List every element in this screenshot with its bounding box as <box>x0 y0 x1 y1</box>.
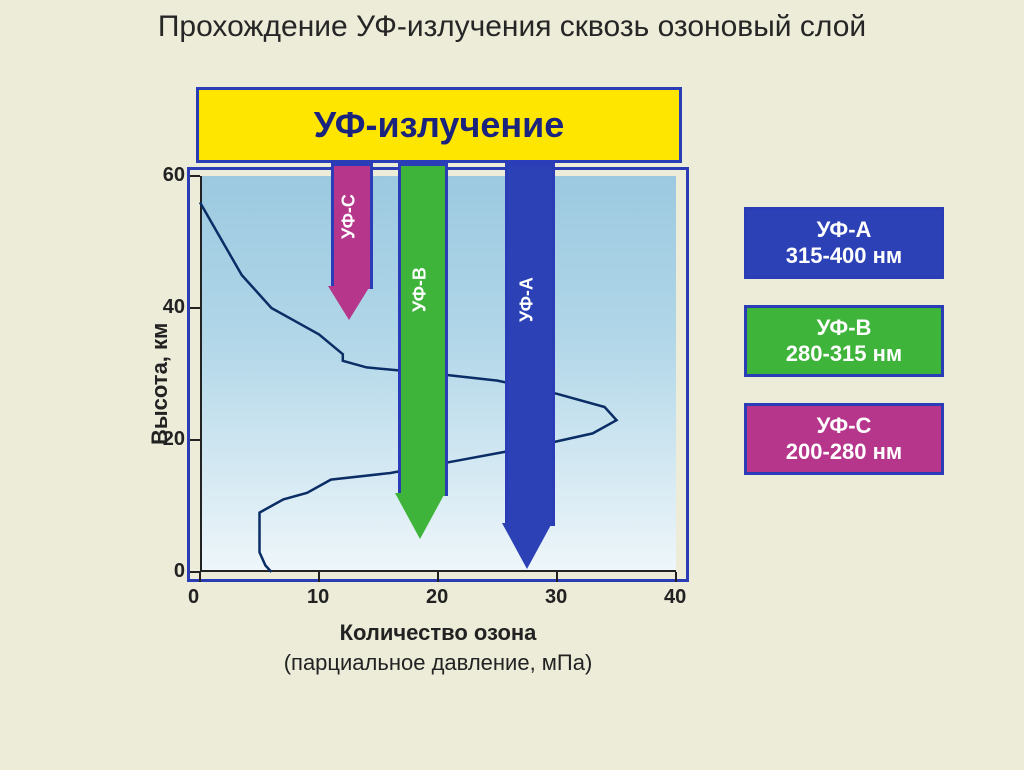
uv-arrow-b: УФ-В <box>398 163 442 539</box>
y-axis-label: Высота, км <box>147 305 173 445</box>
uv-arrow-c: УФ-С <box>331 163 367 321</box>
uv-arrow-a: УФ-А <box>505 163 549 569</box>
legend-a: УФ-А315-400 нм <box>744 207 944 279</box>
legend-a-range: 315-400 нм <box>786 243 902 269</box>
x-tick-label: 10 <box>307 586 329 609</box>
legend-b-range: 280-315 нм <box>786 341 902 367</box>
y-tick-label: 0 <box>174 560 185 583</box>
uv-arrow-c-label: УФ-С <box>338 177 359 257</box>
legend-c: УФ-С200-280 нм <box>744 403 944 475</box>
legend-b-title: УФ-В <box>817 315 872 341</box>
x-tick-label: 30 <box>545 586 567 609</box>
x-axis-label: Количество озона <box>200 620 676 646</box>
page-title: Прохождение УФ-излучения сквозь озоновый… <box>0 10 1024 44</box>
legend-c-title: УФ-С <box>817 413 872 439</box>
legend-c-range: 200-280 нм <box>786 439 902 465</box>
legend-a-title: УФ-А <box>817 217 872 243</box>
x-tick-label: 20 <box>426 586 448 609</box>
uv-radiation-box: УФ-излучение <box>196 87 682 163</box>
x-tick-label: 40 <box>664 586 686 609</box>
diagram: 0204060Высота, км010203040Количество озо… <box>0 70 1024 760</box>
x-axis-sublabel: (парциальное давление, мПа) <box>200 650 676 676</box>
x-tick-label: 0 <box>188 586 199 609</box>
uv-arrow-b-label: УФ-В <box>410 249 431 329</box>
y-tick-label: 60 <box>163 164 185 187</box>
uv-arrow-a-label: УФ-А <box>517 259 538 339</box>
legend-b: УФ-В280-315 нм <box>744 305 944 377</box>
